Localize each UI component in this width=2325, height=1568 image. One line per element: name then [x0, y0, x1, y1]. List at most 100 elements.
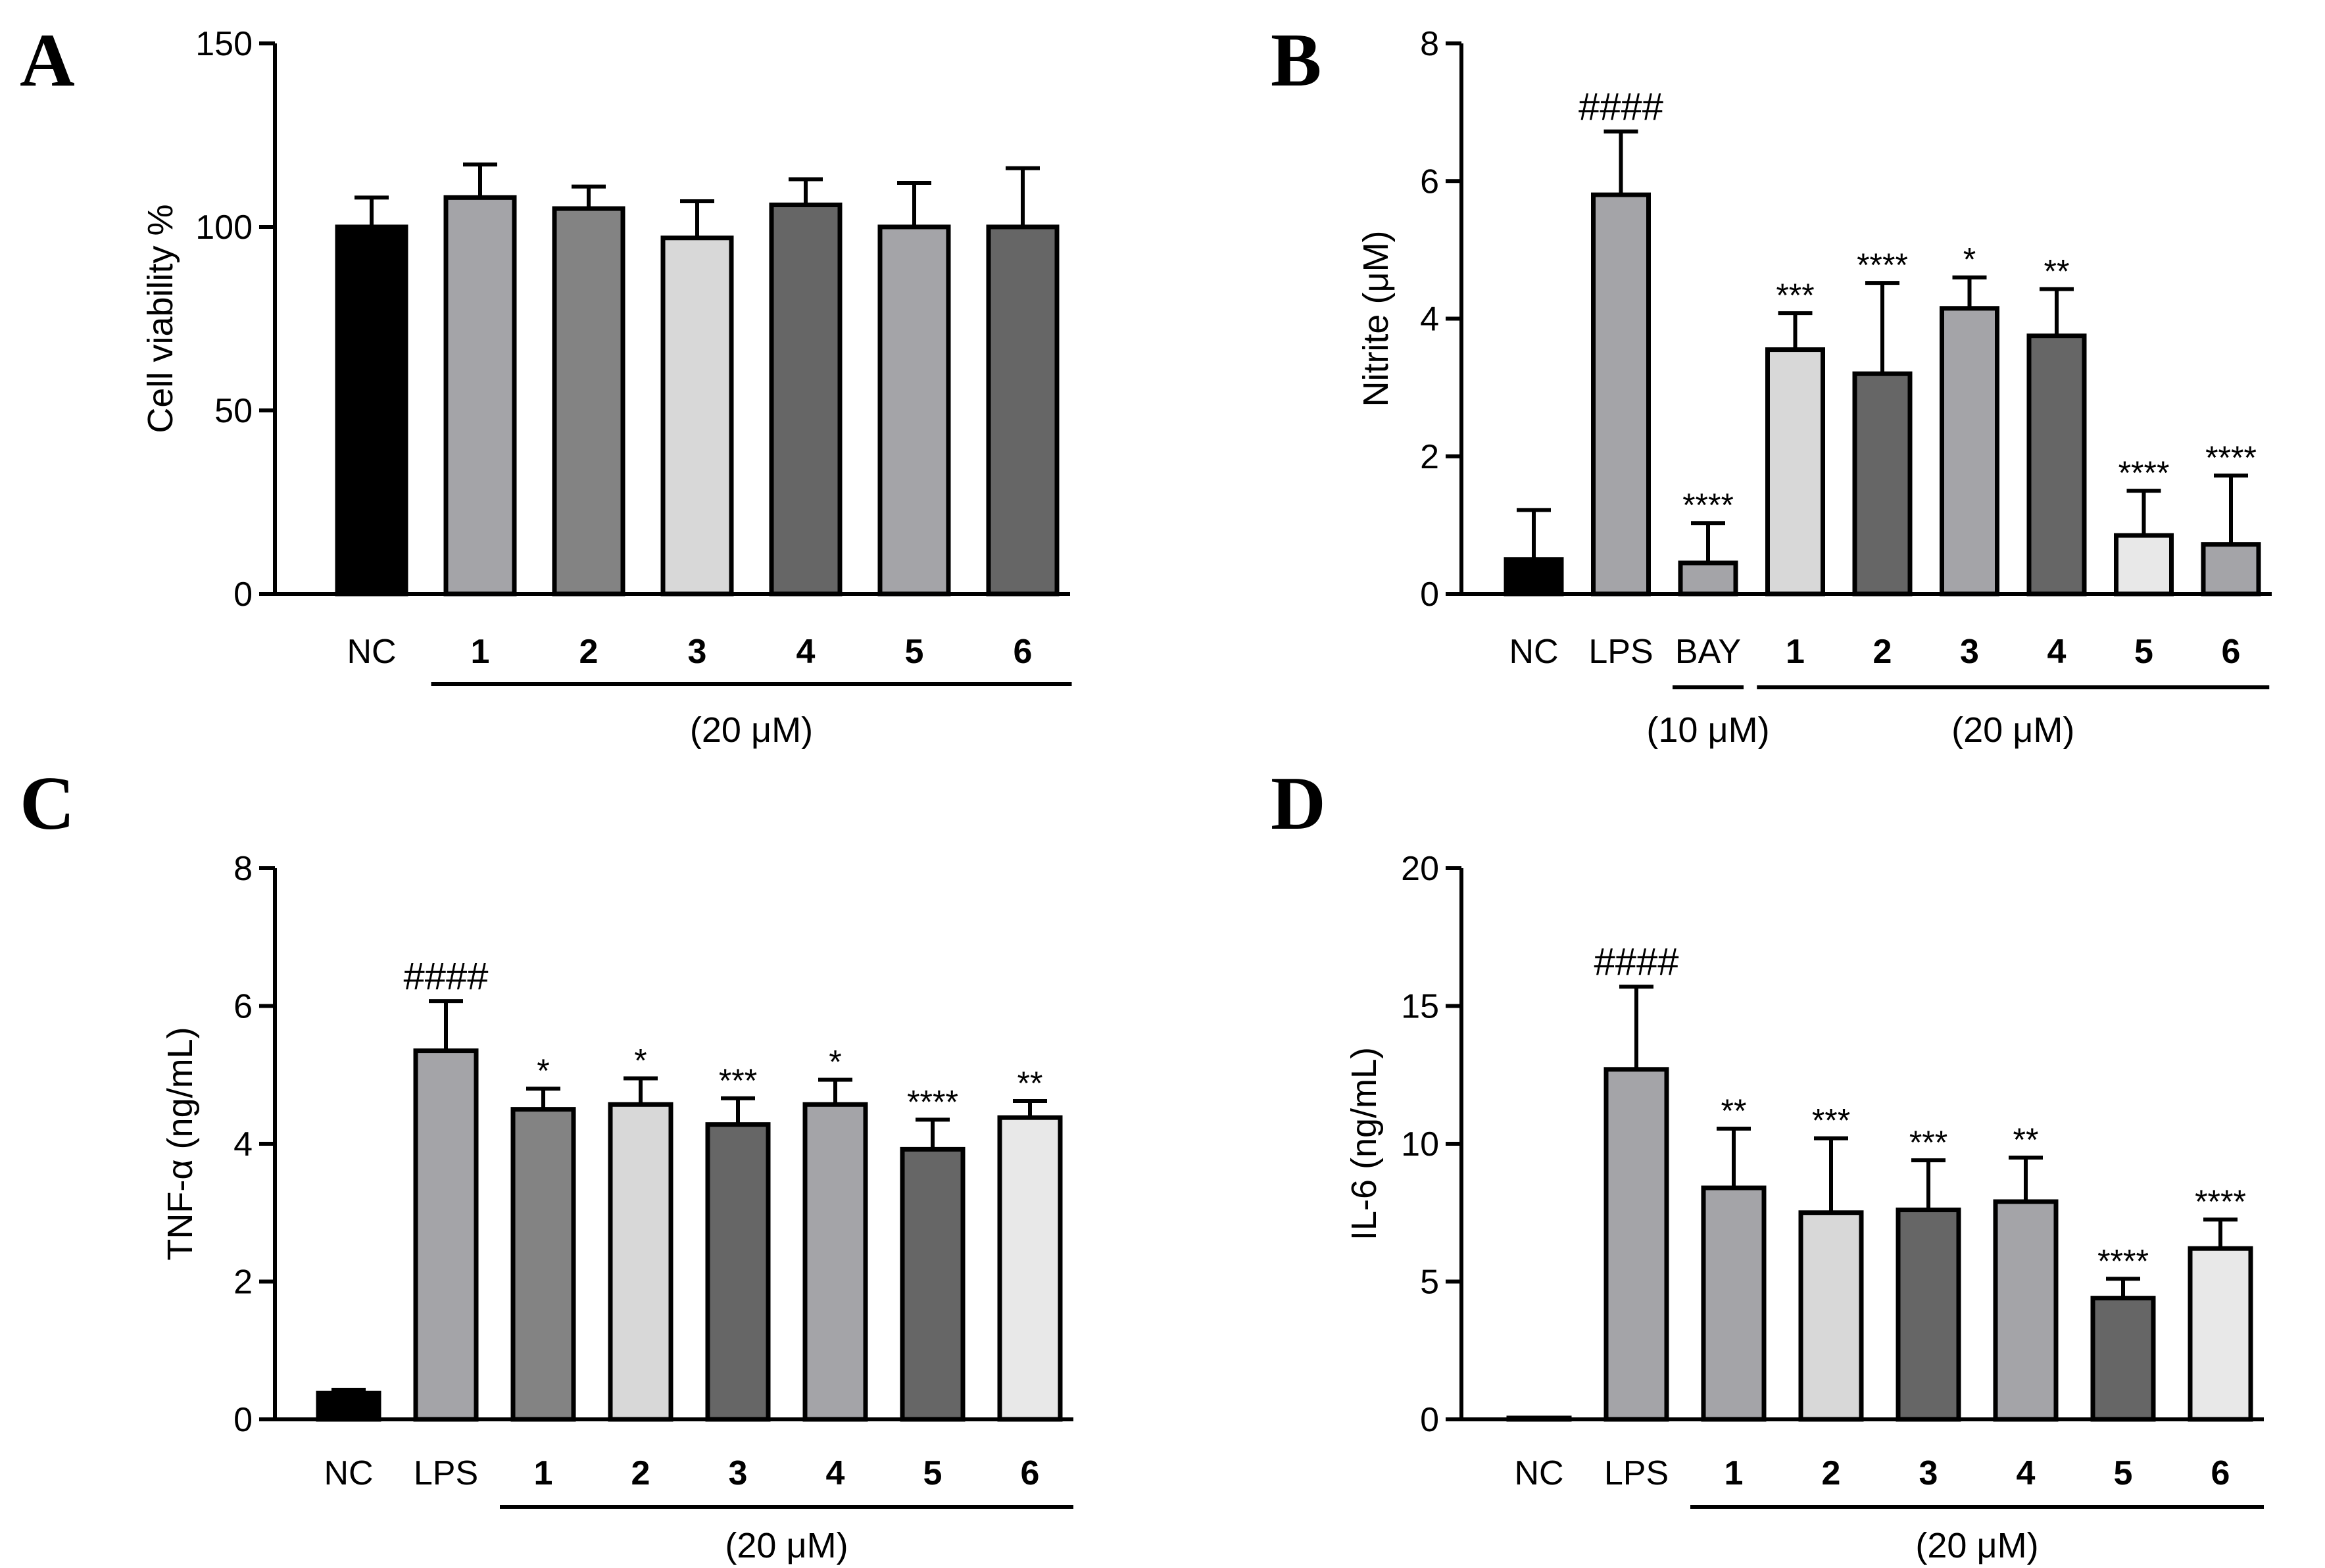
- x-category-label: 4: [796, 633, 816, 671]
- bar-1: [443, 195, 517, 597]
- x-category-label: 2: [631, 1454, 650, 1492]
- x-category-label: LPS: [1604, 1454, 1669, 1492]
- x-category-label: 1: [1786, 633, 1805, 671]
- bar-4: [769, 203, 843, 597]
- significance-star-label: ****: [2205, 439, 2257, 476]
- bar-lps: [1591, 192, 1651, 597]
- significance-star-label: ****: [1857, 247, 1908, 283]
- x-category-label: LPS: [1588, 633, 1653, 671]
- x-category-label: 4: [2047, 633, 2067, 671]
- x-category-label: 2: [579, 633, 599, 671]
- panel-a: A 0 50 100 150 Cell viability % NC 1 2 3 4 5 6 (20 μM…: [20, 18, 1072, 750]
- x-category-label: 4: [826, 1454, 845, 1492]
- bar-4: [1993, 1199, 2059, 1422]
- bar-5: [900, 1146, 966, 1422]
- bar-nc: [1506, 1415, 1572, 1422]
- y-tick-label: 20: [1401, 850, 1439, 888]
- x-category-label: 1: [534, 1454, 553, 1492]
- x-category-label: 4: [2017, 1454, 2036, 1492]
- x-category-label: NC: [324, 1454, 373, 1492]
- bar-1: [510, 1107, 576, 1422]
- significance-star-label: ****: [2195, 1183, 2246, 1220]
- bar-6: [2201, 542, 2261, 597]
- significance-star-label: ****: [1682, 487, 1734, 524]
- significance-star-label: ***: [1812, 1102, 1850, 1139]
- bar-5: [877, 224, 951, 597]
- bar-5: [2114, 533, 2174, 597]
- y-axis-label: TNF-α (ng/mL): [160, 1027, 200, 1260]
- x-category-label: 5: [923, 1454, 942, 1492]
- x-category-label: BAY: [1675, 633, 1741, 671]
- group-concentration-label: (20 μM): [725, 1526, 848, 1565]
- y-tick-label: 4: [233, 1125, 253, 1164]
- significance-star-label: *: [829, 1044, 841, 1081]
- x-category-label: 1: [471, 633, 490, 671]
- y-axis-label: Nitrite (μM): [1356, 230, 1396, 406]
- significance-star-label: **: [2013, 1121, 2039, 1158]
- y-tick-label: 0: [1420, 576, 1439, 614]
- significance-star-label: **: [2044, 253, 2070, 290]
- significance-star-label: *: [634, 1042, 647, 1079]
- bar-2: [1798, 1210, 1864, 1422]
- y-tick-label: 10: [1401, 1125, 1439, 1164]
- x-category-label: NC: [1509, 633, 1558, 671]
- panel-letter: C: [20, 762, 75, 846]
- bar-1: [1765, 347, 1825, 597]
- significance-star-label: *: [1963, 241, 1976, 278]
- significance-star-label: **: [1721, 1092, 1747, 1129]
- y-axis-label: Cell viability %: [141, 204, 180, 433]
- bar-2: [552, 206, 625, 597]
- x-category-label: 6: [1021, 1454, 1040, 1492]
- bar-lps: [1603, 1067, 1669, 1422]
- x-category-label: 3: [1960, 633, 1979, 671]
- panel-letter: D: [1271, 762, 1326, 846]
- significance-star-label: ****: [907, 1083, 958, 1120]
- panel-c: C 0 2 4 6 8 TNF-α (ng/mL) NC #### LPS * 1 * 2 *** 3 * 4 **…: [20, 762, 1073, 1565]
- bar-1: [1701, 1185, 1767, 1422]
- y-tick-label: 4: [1420, 301, 1439, 339]
- bar-4: [802, 1102, 868, 1422]
- y-tick-label: 15: [1401, 988, 1439, 1026]
- y-tick-label: 2: [233, 1263, 253, 1302]
- significance-star-label: ****: [2097, 1242, 2149, 1279]
- bar-bay: [1678, 560, 1738, 597]
- x-category-label: 5: [905, 633, 924, 671]
- y-tick-label: 100: [195, 208, 253, 247]
- y-tick-label: 50: [214, 392, 253, 430]
- bar-3: [705, 1122, 771, 1422]
- bar-lps: [413, 1048, 479, 1422]
- x-category-label: 6: [1014, 633, 1033, 671]
- significance-star-label: ***: [719, 1062, 757, 1099]
- group-concentration-label: (20 μM): [1951, 710, 2074, 750]
- y-tick-label: 150: [195, 25, 253, 63]
- x-category-label: 5: [2114, 1454, 2133, 1492]
- significance-hash-label: ####: [1594, 941, 1678, 983]
- bar-6: [986, 224, 1060, 597]
- x-category-label: NC: [1514, 1454, 1563, 1492]
- x-category-label: 2: [1822, 1454, 1841, 1492]
- x-category-label: 3: [688, 633, 707, 671]
- panel-letter: A: [20, 18, 75, 103]
- x-category-label: 2: [1873, 633, 1892, 671]
- y-tick-label: 8: [233, 850, 253, 888]
- y-tick-label: 0: [233, 1401, 253, 1439]
- group-concentration-label: (10 μM): [1646, 710, 1769, 750]
- bar-nc: [316, 1390, 381, 1422]
- x-category-label: 6: [2211, 1454, 2230, 1492]
- x-category-label: LPS: [414, 1454, 478, 1492]
- bar-nc: [335, 224, 408, 597]
- y-tick-label: 5: [1420, 1263, 1439, 1302]
- y-tick-label: 6: [233, 988, 253, 1026]
- group-concentration-label: (20 μM): [1915, 1526, 2038, 1565]
- x-category-label: 5: [2134, 633, 2153, 671]
- y-tick-label: 0: [233, 576, 253, 614]
- bar-3: [660, 235, 734, 597]
- group-concentration-label: (20 μM): [690, 710, 813, 750]
- y-tick-label: 6: [1420, 162, 1439, 201]
- bar-3: [1896, 1208, 1961, 1422]
- panel-letter: B: [1271, 18, 1321, 103]
- bar-2: [1852, 371, 1913, 597]
- bar-2: [608, 1102, 673, 1422]
